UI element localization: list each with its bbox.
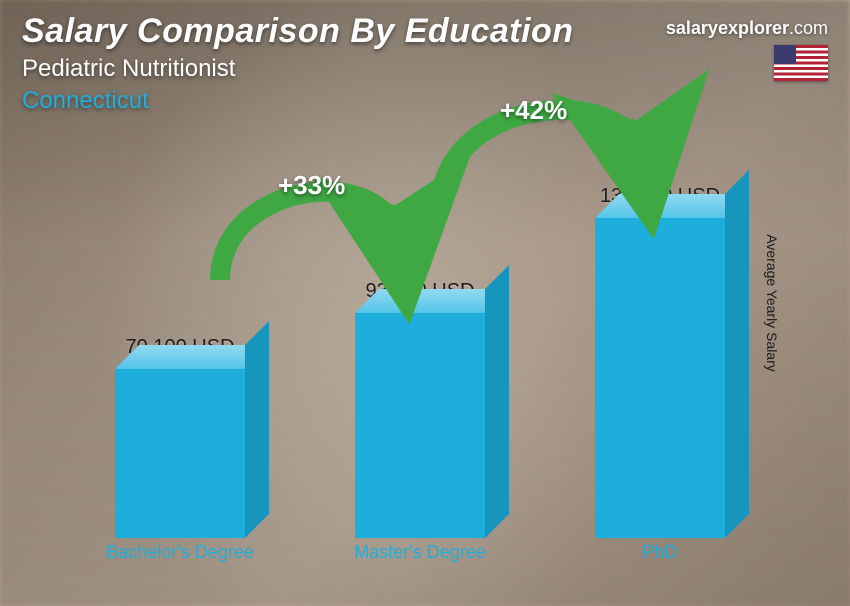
x-axis-label: PhD	[575, 542, 745, 586]
brand-block: salaryexplorer.com	[666, 18, 828, 81]
x-axis-label: Master's Degree	[335, 542, 505, 586]
bar-group: 133,000 USD	[575, 185, 745, 538]
increment-pct-1: +33%	[278, 170, 345, 201]
bar	[115, 369, 245, 538]
bar	[595, 218, 725, 538]
brand-suffix: .com	[789, 18, 828, 38]
bar-group: 93,500 USD	[335, 280, 505, 538]
chart-location: Connecticut	[22, 87, 828, 115]
bar-group: 70,100 USD	[95, 336, 265, 538]
x-axis-label: Bachelor's Degree	[95, 542, 265, 586]
y-axis-label: Average Yearly Salary	[763, 234, 779, 372]
brand-text: salaryexplorer.com	[666, 18, 828, 39]
bar	[355, 313, 485, 538]
flag-icon	[774, 45, 828, 81]
brand-name: salaryexplorer	[666, 18, 789, 38]
x-axis-labels: Bachelor's Degree Master's Degree PhD	[60, 542, 780, 586]
